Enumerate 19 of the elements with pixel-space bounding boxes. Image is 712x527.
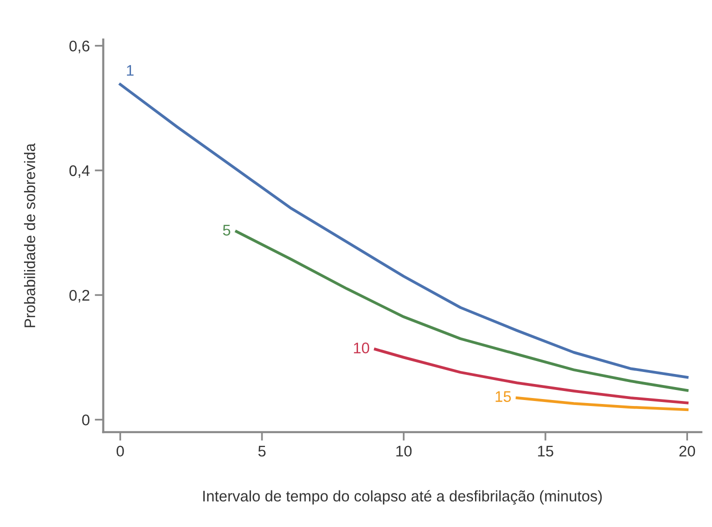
line-series (516, 396, 689, 412)
series-label: 1 (126, 65, 134, 76)
x-tick-label: 0 (116, 446, 124, 457)
series-label: 10 (354, 342, 370, 354)
y-axis-title: Probabilidade de sobrevida (24, 143, 36, 328)
series-label: 5 (223, 224, 230, 236)
y-tick-label: 0,6 (69, 40, 90, 54)
line-series (235, 230, 689, 392)
x-axis-title: Intervalo de tempo do colapso até a desfibrilação (minutos) (203, 490, 602, 505)
y-tick-label: 0,4 (69, 165, 90, 178)
x-tick-label: 10 (396, 446, 412, 457)
x-tick-label: 5 (258, 446, 266, 457)
line-series (118, 83, 689, 379)
x-tick-label: 20 (679, 446, 696, 457)
series-label: 15 (496, 391, 511, 402)
y-tick-label: 0,2 (69, 290, 90, 303)
x-tick-label: 15 (538, 446, 554, 457)
y-tick-label: 0 (82, 414, 90, 426)
line-series (374, 348, 689, 404)
